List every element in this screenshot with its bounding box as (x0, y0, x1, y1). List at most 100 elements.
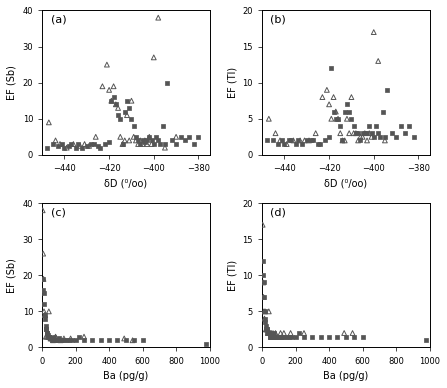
Point (361, 130, 368, 136)
Point (261, 308, 269, 314)
Point (422, 337, 430, 343)
Point (350, 130, 357, 136)
Point (146, 134, 153, 140)
Point (70, 141, 77, 147)
Point (97, 337, 104, 343)
Point (283, 141, 290, 147)
Point (261, 294, 268, 300)
Point (325, 101, 333, 107)
Point (260, 294, 267, 300)
Point (139, 141, 146, 147)
Point (43, 145, 50, 151)
Point (128, 98, 135, 104)
Point (139, 137, 146, 144)
Point (343, 116, 350, 122)
Point (44, 334, 51, 340)
Point (135, 137, 142, 144)
Point (123, 112, 131, 118)
Point (270, 330, 277, 336)
Point (265, 330, 272, 336)
Point (370, 29, 377, 35)
Point (59, 141, 66, 147)
Point (276, 137, 283, 144)
Point (366, 130, 373, 136)
Point (292, 334, 299, 340)
Point (67, 335, 74, 341)
Point (146, 134, 153, 140)
Point (57, 337, 64, 343)
Point (277, 334, 284, 340)
Point (131, 337, 138, 343)
Point (114, 105, 122, 111)
Point (99, 83, 106, 89)
Point (43, 334, 51, 340)
Point (342, 334, 350, 340)
Point (46, 335, 53, 341)
Point (143, 137, 151, 144)
Point (168, 137, 175, 144)
Point (332, 116, 339, 122)
Point (123, 98, 131, 104)
X-axis label: Ba (pg/g): Ba (pg/g) (323, 371, 368, 381)
Point (76, 334, 83, 340)
Point (285, 137, 292, 144)
Point (305, 137, 312, 144)
Point (349, 330, 356, 336)
Point (303, 137, 310, 144)
Text: (c): (c) (51, 208, 65, 217)
Point (317, 334, 324, 340)
Point (45, 119, 52, 125)
Point (359, 134, 366, 140)
Point (341, 330, 348, 336)
Point (126, 105, 133, 111)
Point (190, 141, 198, 147)
Point (339, 137, 346, 144)
Point (41, 312, 48, 318)
Point (81, 141, 88, 147)
Point (357, 137, 364, 144)
Point (42, 323, 49, 329)
Point (48, 335, 55, 341)
Point (262, 319, 269, 325)
Point (89, 337, 96, 343)
Point (132, 134, 139, 140)
Point (392, 134, 400, 140)
Point (388, 130, 395, 136)
Point (74, 141, 81, 147)
Point (368, 134, 375, 140)
Point (105, 337, 113, 343)
Point (137, 137, 144, 144)
Point (108, 98, 115, 104)
Point (271, 334, 278, 340)
Point (301, 137, 308, 144)
Point (40, 251, 47, 257)
Point (60, 337, 67, 343)
Point (47, 335, 54, 341)
Point (263, 326, 270, 333)
Point (270, 334, 277, 340)
Point (294, 137, 301, 144)
Point (278, 137, 286, 144)
Point (261, 315, 269, 322)
Point (350, 334, 358, 340)
Point (280, 330, 287, 336)
Point (295, 330, 303, 336)
Point (259, 222, 266, 228)
Point (260, 279, 267, 286)
Point (132, 137, 139, 144)
Point (117, 134, 124, 140)
Point (277, 330, 284, 336)
Point (401, 130, 409, 136)
Point (308, 137, 315, 144)
Point (328, 65, 335, 71)
X-axis label: δD (⁰/oo): δD (⁰/oo) (324, 178, 367, 189)
Point (40, 287, 47, 293)
Point (270, 330, 278, 336)
Point (363, 130, 371, 136)
Point (112, 101, 119, 107)
Point (316, 141, 324, 147)
Point (155, 15, 162, 21)
Point (280, 334, 287, 340)
Point (266, 330, 273, 336)
Point (150, 141, 157, 147)
